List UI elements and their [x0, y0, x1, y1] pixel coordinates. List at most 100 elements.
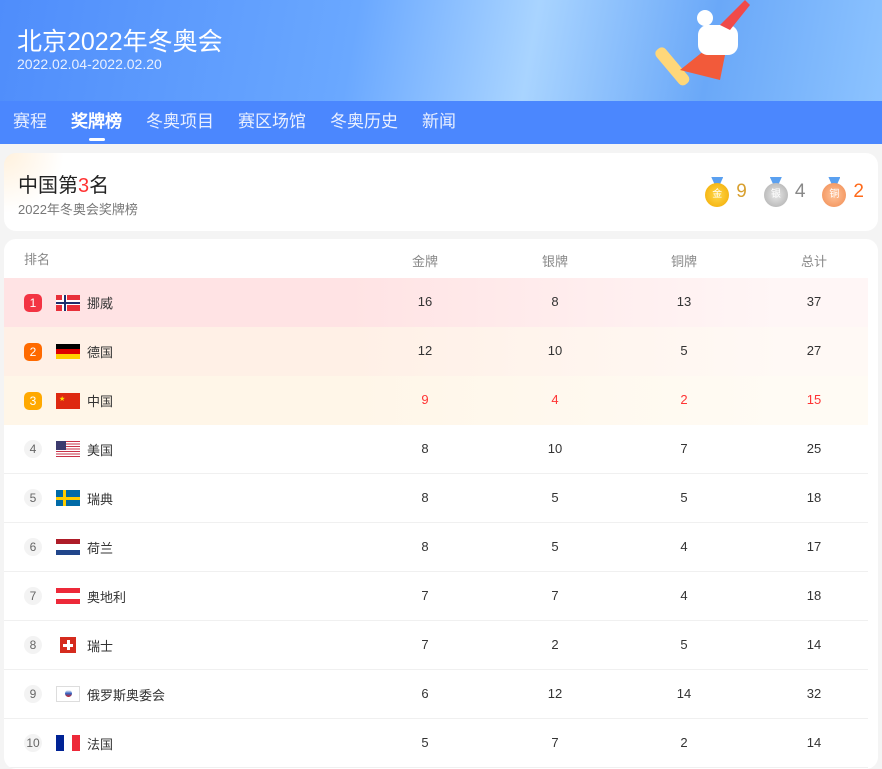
rank-badge: 1: [24, 293, 42, 312]
bronze-count: 5: [680, 343, 688, 358]
silver-count: 5: [551, 490, 559, 505]
bronze-count: 2: [680, 392, 688, 407]
country-name: 瑞典: [87, 491, 114, 507]
rank-badge: 3: [24, 391, 42, 410]
total-count: 18: [806, 588, 822, 603]
gold-count: 7: [421, 637, 429, 652]
table-row[interactable]: 5 瑞典 8 5 5 18: [4, 474, 868, 523]
table-row[interactable]: 10 法国 5 7 2 14: [4, 719, 868, 768]
country-name: 中国: [87, 394, 114, 409]
country-name: 挪威: [87, 296, 114, 311]
page-title: 北京2022年冬奥会: [17, 28, 223, 56]
country-name: 美国: [87, 442, 114, 458]
flag-norway-icon: [56, 294, 80, 311]
silver-count: 4: [551, 392, 559, 407]
tab-3[interactable]: 赛区场馆: [238, 112, 306, 131]
rank-badge: 4: [24, 440, 42, 458]
country-name: 法国: [87, 736, 114, 752]
country-name: 瑞士: [87, 638, 114, 654]
total-count: 14: [806, 637, 822, 652]
gold-count: 9: [421, 392, 429, 407]
silver-count: 7: [551, 588, 559, 603]
flag-netherlands-icon: [56, 539, 80, 555]
bronze-count: 14: [676, 686, 692, 701]
table-row[interactable]: 1 挪威 16 8 13 37: [4, 278, 868, 327]
summary-subtitle: 2022年冬奥会奖牌榜: [18, 202, 138, 217]
silver-count: 12: [547, 686, 563, 701]
rank-badge: 7: [24, 587, 42, 605]
gold-count: 8: [421, 539, 429, 554]
total-count: 17: [806, 539, 822, 554]
flag-austria-icon: [56, 588, 80, 604]
nav-tabs: 赛程 奖牌榜 冬奥项目 赛区场馆 冬奥历史 新闻: [0, 101, 882, 144]
silver-count: 8: [551, 294, 559, 309]
total-count: 18: [806, 490, 822, 505]
snowboarder-illustration: [655, 0, 750, 86]
flag-france-icon: [56, 735, 80, 751]
tab-4[interactable]: 冬奥历史: [330, 112, 398, 131]
table-row[interactable]: 3 ★ 中国 9 4 2 15: [4, 376, 868, 425]
country-name: 德国: [87, 345, 114, 360]
silver-count: 2: [551, 637, 559, 652]
table-row[interactable]: 7 奥地利 7 7 4 18: [4, 572, 868, 621]
country-name: 荷兰: [87, 540, 114, 556]
country-name: 奥地利: [87, 589, 127, 605]
rank-badge: 8: [24, 636, 42, 654]
medal-table: 排名 金牌 银牌 铜牌 总计 1 挪威 16 8 13 37 2 德国 12 10 5 27 3 ★ 中…: [4, 239, 878, 769]
flag-roc-icon: [56, 686, 80, 702]
flag-sweden-icon: [56, 490, 80, 506]
bronze-count: 4: [680, 588, 688, 603]
bronze-count: 5: [680, 637, 688, 652]
gold-count: 12: [417, 343, 433, 358]
silver-count: 10: [547, 441, 563, 456]
bronze-count: 7: [680, 441, 688, 456]
rank-badge: 10: [24, 734, 42, 752]
gold-count: 16: [417, 294, 433, 309]
tab-2[interactable]: 冬奥项目: [146, 112, 214, 131]
silver-count: 7: [551, 735, 559, 750]
total-count: 37: [806, 294, 822, 309]
flag-germany-icon: [56, 343, 80, 360]
table-row[interactable]: 2 德国 12 10 5 27: [4, 327, 868, 376]
tab-1[interactable]: 奖牌榜: [71, 101, 122, 144]
tab-0[interactable]: 赛程: [13, 112, 47, 131]
gold-count: 8: [421, 490, 429, 505]
rank-badge: 6: [24, 538, 42, 556]
gold-count: 5: [421, 735, 429, 750]
table-row[interactable]: 8 瑞士 7 2 5 14: [4, 621, 868, 670]
bronze-count: 4: [680, 539, 688, 554]
gold-count: 6: [421, 686, 429, 701]
bronze-medal-icon: 铜: [821, 177, 847, 207]
gold-medal-icon: 金: [704, 177, 730, 207]
total-count: 14: [806, 735, 822, 750]
table-row[interactable]: 9 俄罗斯奥委会 6 12 14 32: [4, 670, 868, 719]
tab-5[interactable]: 新闻: [422, 112, 456, 131]
flag-switzerland-icon: [56, 637, 80, 653]
rank-badge: 9: [24, 685, 42, 703]
event-dates: 2022.02.04-2022.02.20: [17, 56, 162, 72]
country-name: 俄罗斯奥委会: [87, 687, 166, 703]
flag-usa-icon: [56, 441, 80, 457]
rank-badge: 2: [24, 342, 42, 361]
china-rank: 中国第3名: [18, 175, 110, 197]
total-count: 25: [806, 441, 822, 456]
table-row[interactable]: 4 美国 8 10 7 25: [4, 425, 868, 474]
silver-count: 10: [547, 343, 563, 358]
total-count: 32: [806, 686, 822, 701]
total-count: 15: [806, 392, 822, 407]
silver-count: 5: [551, 539, 559, 554]
header-banner: 北京2022年冬奥会 2022.02.04-2022.02.20: [0, 0, 882, 101]
rank-badge: 5: [24, 489, 42, 507]
bronze-count: 2: [680, 735, 688, 750]
gold-count: 7: [421, 588, 429, 603]
total-count: 27: [806, 343, 822, 358]
silver-medal-icon: 银: [763, 177, 789, 207]
table-row[interactable]: 6 荷兰 8 5 4 17: [4, 523, 868, 572]
flag-china-icon: ★: [56, 392, 80, 409]
gold-count: 8: [421, 441, 429, 456]
bronze-count: 5: [680, 490, 688, 505]
